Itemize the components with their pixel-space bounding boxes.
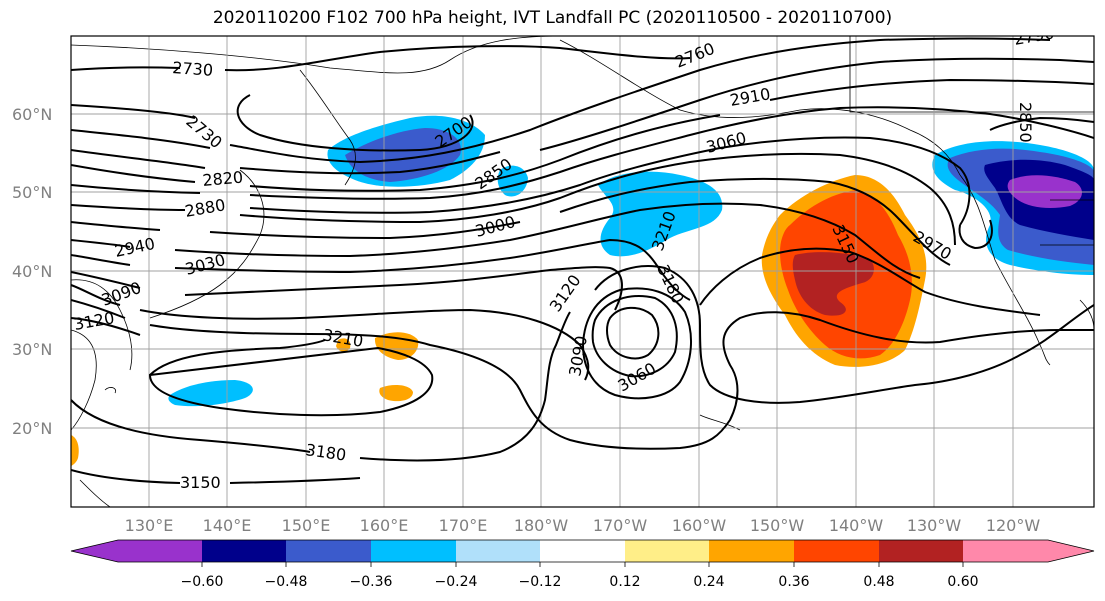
colorbar-tick-label: −0.12 (519, 574, 562, 590)
colorbar-tick-label: 0.12 (609, 574, 640, 590)
colorbar-bin (625, 540, 710, 562)
colorbar-bin (879, 540, 964, 562)
lon-label: 130°W (907, 516, 962, 535)
lon-label: 160°E (360, 516, 409, 535)
colorbar-outline (70, 539, 1095, 563)
colorbar-extend-low (71, 540, 118, 562)
lon-label: 160°W (672, 516, 727, 535)
lon-label: 150°W (750, 516, 805, 535)
colorbar-bin (794, 540, 880, 562)
colorbar-tick-label: 0.60 (947, 574, 978, 590)
colorbar-bin (371, 540, 457, 562)
map-title: 2020110200 F102 700 hPa height, IVT Land… (212, 8, 893, 28)
colorbar-tick-labels: −0.60 −0.48 −0.36 −0.24 −0.12 0.12 0.24 … (181, 574, 979, 590)
height-contours (71, 37, 1094, 484)
lat-label: 20°N (12, 419, 52, 438)
colorbar-bin (202, 540, 287, 562)
colorbar-tick-label: −0.36 (350, 574, 393, 590)
longitude-labels: 130°E 140°E 150°E 160°E 170°E 180°W 170°… (125, 516, 1041, 535)
lat-label: 30°N (12, 340, 52, 359)
contour-label: 2820 (202, 168, 244, 190)
lon-label: 140°W (829, 516, 884, 535)
map-panel: 2730 2760 2790 2700 2730 2820 2880 2910 … (71, 36, 1094, 507)
colorbar-bin (540, 540, 626, 562)
colorbar-bin (286, 540, 372, 562)
colorbar: −0.60 −0.48 −0.36 −0.24 −0.12 0.12 0.24 … (70, 539, 1095, 590)
lon-label: 150°E (282, 516, 331, 535)
colorbar-tick-label: −0.24 (435, 574, 478, 590)
colorbar-bin (963, 540, 1049, 562)
colorbar-bin (709, 540, 795, 562)
lat-label: 40°N (12, 262, 52, 281)
lon-label: 170°W (593, 516, 648, 535)
contour-label: 3150 (180, 473, 221, 492)
contour-label: 2850 (1016, 102, 1035, 143)
colorbar-tick-label: −0.48 (265, 574, 308, 590)
colorbar-bin (117, 540, 203, 562)
lon-label: 120°W (986, 516, 1041, 535)
colorbar-bin (456, 540, 541, 562)
lon-label: 180°W (514, 516, 569, 535)
map-frame (70, 35, 1095, 508)
colorbar-tick-label: 0.24 (693, 574, 724, 590)
lon-label: 140°E (203, 516, 252, 535)
colorbar-ticks (201, 562, 964, 567)
lat-label: 50°N (12, 183, 52, 202)
lon-label: 170°E (439, 516, 488, 535)
latitude-labels: 60°N 50°N 40°N 30°N 20°N (12, 105, 52, 438)
colorbar-tick-label: −0.60 (181, 574, 224, 590)
contour-label: 2730 (172, 58, 214, 80)
lat-label: 60°N (12, 105, 52, 124)
colorbar-tick-label: 0.36 (778, 574, 809, 590)
colorbar-tick-label: 0.48 (863, 574, 894, 590)
lon-label: 130°E (125, 516, 174, 535)
colorbar-extend-high (1048, 540, 1094, 562)
